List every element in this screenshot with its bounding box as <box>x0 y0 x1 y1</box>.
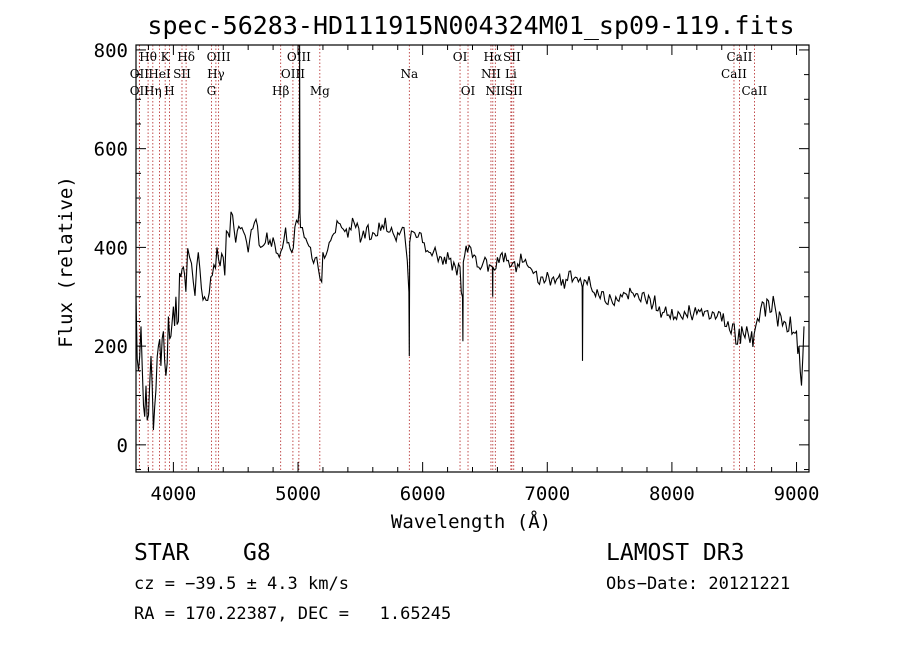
x-tick-label: 7000 <box>524 483 570 505</box>
spectral-line-label: H <box>164 84 174 98</box>
y-axis-ticks: 0 200 400 600 800 <box>94 40 809 471</box>
spectral-line-label: CaII <box>721 67 747 81</box>
spectral-line-label: OI <box>461 84 476 98</box>
y-tick-label: 0 <box>117 435 128 457</box>
spectral-line-label: OI <box>453 50 468 64</box>
spectral-line-label: Hθ <box>139 50 157 64</box>
spectral-line-label: K <box>161 50 171 64</box>
spectral-line-label: NII <box>481 67 501 81</box>
x-axis-label: Wavelength (Å) <box>391 510 551 533</box>
x-tick-label: 5000 <box>275 483 321 505</box>
spectral-line-label: CaII <box>727 50 753 64</box>
y-tick-label: 200 <box>94 336 128 358</box>
redshift-info: cz = −39.5 ± 4.3 km/s <box>134 574 349 594</box>
spectral-line-label: NII <box>485 84 505 98</box>
spectral-line-label: OIII <box>281 67 305 81</box>
y-tick-label: 600 <box>94 139 128 161</box>
spectral-line-label: OIII <box>287 50 311 64</box>
spectral-line-label: Hα <box>484 50 503 64</box>
spectral-line-label: HeI <box>148 67 171 81</box>
spectral-line-label: OII <box>130 84 150 98</box>
x-tick-label: 6000 <box>400 483 446 505</box>
y-tick-label: 400 <box>94 237 128 259</box>
spectral-line-label: Hη <box>144 84 162 98</box>
spectral-line-label: SII <box>505 84 523 98</box>
spectral-line-labels: Hθ OII OII K HeI Hη Hδ SII H OIII Hγ G Hβ OIII OIII Mg N… <box>130 50 768 98</box>
x-tick-label: 8000 <box>649 483 695 505</box>
object-class: STAR <box>134 540 190 566</box>
spectral-line-label: G <box>207 84 217 98</box>
y-tick-label: 800 <box>94 40 128 62</box>
spectral-line-label: OIII <box>207 50 231 64</box>
spectral-line-label: Li <box>505 67 517 81</box>
spectral-subclass: G8 <box>243 540 271 566</box>
spectral-line-label: Hγ <box>207 67 225 81</box>
spectrum-series <box>135 44 805 431</box>
spectral-line-label: OII <box>130 67 150 81</box>
plot-frame <box>135 44 810 473</box>
x-tick-label: 9000 <box>774 483 820 505</box>
spectral-line-label: Mg <box>310 84 330 98</box>
y-axis-label: Flux (relative) <box>55 176 77 348</box>
coordinates: RA = 170.22387, DEC = 1.65245 <box>134 604 452 624</box>
spectral-line-label: Hδ <box>177 50 195 64</box>
chart-title: spec-56283-HD111915N004324M01_sp09-119.f… <box>147 11 794 40</box>
spectral-line-label: SII <box>503 50 521 64</box>
spectral-line-label: CaII <box>741 84 767 98</box>
spectral-line-label: Na <box>400 67 418 81</box>
survey-name: LAMOST DR3 <box>606 540 745 566</box>
spectral-line-label: Hβ <box>272 84 289 98</box>
spectral-line-label: SII <box>173 67 191 81</box>
observation-date: Obs−Date: 20121221 <box>606 574 791 594</box>
x-tick-label: 4000 <box>151 483 197 505</box>
x-axis-ticks: 4000 5000 6000 7000 8000 9000 <box>147 45 820 505</box>
